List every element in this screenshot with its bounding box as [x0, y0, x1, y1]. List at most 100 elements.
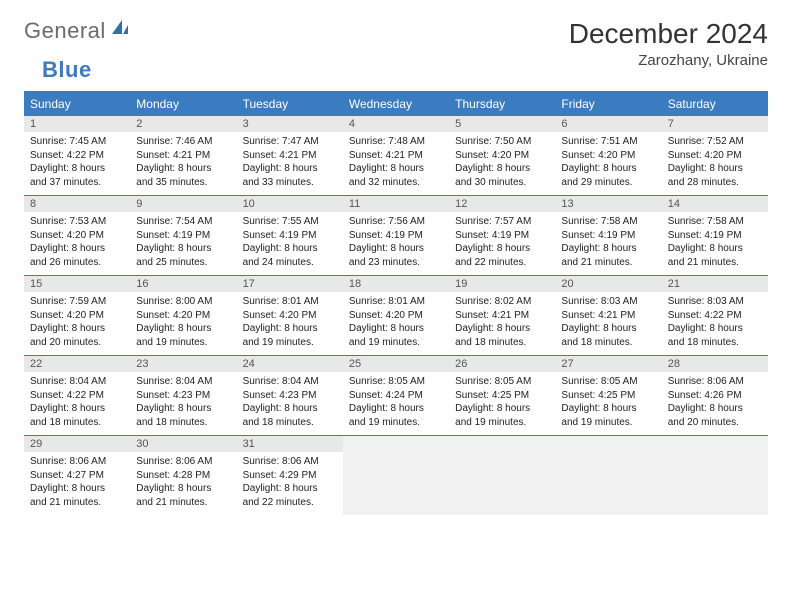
- day-cell: 23Sunrise: 8:04 AMSunset: 4:23 PMDayligh…: [130, 355, 236, 435]
- day-body: Sunrise: 8:04 AMSunset: 4:22 PMDaylight:…: [24, 372, 130, 435]
- day-body: Sunrise: 7:54 AMSunset: 4:19 PMDaylight:…: [130, 212, 236, 275]
- empty-cell: [662, 435, 768, 515]
- day-cell: 8Sunrise: 7:53 AMSunset: 4:20 PMDaylight…: [24, 195, 130, 275]
- day-body: Sunrise: 7:48 AMSunset: 4:21 PMDaylight:…: [343, 132, 449, 195]
- day-body: Sunrise: 7:56 AMSunset: 4:19 PMDaylight:…: [343, 212, 449, 275]
- day-body: Sunrise: 8:06 AMSunset: 4:26 PMDaylight:…: [662, 372, 768, 435]
- day-cell: 21Sunrise: 8:03 AMSunset: 4:22 PMDayligh…: [662, 275, 768, 355]
- day-header: Wednesday: [343, 93, 449, 115]
- day-number: 23: [130, 356, 236, 372]
- day-cell: 30Sunrise: 8:06 AMSunset: 4:28 PMDayligh…: [130, 435, 236, 515]
- day-cell: 9Sunrise: 7:54 AMSunset: 4:19 PMDaylight…: [130, 195, 236, 275]
- day-number: 6: [555, 116, 661, 132]
- day-cell: 1Sunrise: 7:45 AMSunset: 4:22 PMDaylight…: [24, 115, 130, 195]
- day-number: 24: [237, 356, 343, 372]
- day-body: Sunrise: 8:01 AMSunset: 4:20 PMDaylight:…: [237, 292, 343, 355]
- day-cell: 20Sunrise: 8:03 AMSunset: 4:21 PMDayligh…: [555, 275, 661, 355]
- logo-text-gray: General: [24, 18, 106, 44]
- day-cell: 7Sunrise: 7:52 AMSunset: 4:20 PMDaylight…: [662, 115, 768, 195]
- day-cell: 3Sunrise: 7:47 AMSunset: 4:21 PMDaylight…: [237, 115, 343, 195]
- day-number: 3: [237, 116, 343, 132]
- day-body: Sunrise: 8:06 AMSunset: 4:27 PMDaylight:…: [24, 452, 130, 515]
- day-number: 29: [24, 436, 130, 452]
- day-cell: 14Sunrise: 7:58 AMSunset: 4:19 PMDayligh…: [662, 195, 768, 275]
- day-number: 30: [130, 436, 236, 452]
- day-cell: 2Sunrise: 7:46 AMSunset: 4:21 PMDaylight…: [130, 115, 236, 195]
- day-body: Sunrise: 8:05 AMSunset: 4:24 PMDaylight:…: [343, 372, 449, 435]
- day-body: Sunrise: 7:52 AMSunset: 4:20 PMDaylight:…: [662, 132, 768, 195]
- day-body: Sunrise: 8:04 AMSunset: 4:23 PMDaylight:…: [130, 372, 236, 435]
- day-number: 16: [130, 276, 236, 292]
- day-header: Saturday: [662, 93, 768, 115]
- day-cell: 24Sunrise: 8:04 AMSunset: 4:23 PMDayligh…: [237, 355, 343, 435]
- day-cell: 31Sunrise: 8:06 AMSunset: 4:29 PMDayligh…: [237, 435, 343, 515]
- day-number: 13: [555, 196, 661, 212]
- day-body: Sunrise: 8:05 AMSunset: 4:25 PMDaylight:…: [449, 372, 555, 435]
- day-body: Sunrise: 7:51 AMSunset: 4:20 PMDaylight:…: [555, 132, 661, 195]
- day-body: Sunrise: 8:01 AMSunset: 4:20 PMDaylight:…: [343, 292, 449, 355]
- day-cell: 25Sunrise: 8:05 AMSunset: 4:24 PMDayligh…: [343, 355, 449, 435]
- day-number: 2: [130, 116, 236, 132]
- day-number: 5: [449, 116, 555, 132]
- day-body: Sunrise: 7:57 AMSunset: 4:19 PMDaylight:…: [449, 212, 555, 275]
- title-block: December 2024 Zarozhany, Ukraine: [569, 18, 768, 69]
- empty-cell: [555, 435, 661, 515]
- day-body: Sunrise: 8:05 AMSunset: 4:25 PMDaylight:…: [555, 372, 661, 435]
- day-body: Sunrise: 8:03 AMSunset: 4:22 PMDaylight:…: [662, 292, 768, 355]
- day-number: 7: [662, 116, 768, 132]
- day-cell: 15Sunrise: 7:59 AMSunset: 4:20 PMDayligh…: [24, 275, 130, 355]
- day-body: Sunrise: 8:06 AMSunset: 4:28 PMDaylight:…: [130, 452, 236, 515]
- day-number: 14: [662, 196, 768, 212]
- day-cell: 12Sunrise: 7:57 AMSunset: 4:19 PMDayligh…: [449, 195, 555, 275]
- day-body: Sunrise: 7:59 AMSunset: 4:20 PMDaylight:…: [24, 292, 130, 355]
- empty-cell: [343, 435, 449, 515]
- day-body: Sunrise: 8:00 AMSunset: 4:20 PMDaylight:…: [130, 292, 236, 355]
- day-header: Monday: [130, 93, 236, 115]
- day-cell: 16Sunrise: 8:00 AMSunset: 4:20 PMDayligh…: [130, 275, 236, 355]
- day-cell: 28Sunrise: 8:06 AMSunset: 4:26 PMDayligh…: [662, 355, 768, 435]
- day-cell: 18Sunrise: 8:01 AMSunset: 4:20 PMDayligh…: [343, 275, 449, 355]
- empty-cell: [449, 435, 555, 515]
- day-body: Sunrise: 7:58 AMSunset: 4:19 PMDaylight:…: [555, 212, 661, 275]
- month-title: December 2024: [569, 18, 768, 50]
- location: Zarozhany, Ukraine: [569, 52, 768, 69]
- day-cell: 6Sunrise: 7:51 AMSunset: 4:20 PMDaylight…: [555, 115, 661, 195]
- day-number: 19: [449, 276, 555, 292]
- day-cell: 27Sunrise: 8:05 AMSunset: 4:25 PMDayligh…: [555, 355, 661, 435]
- day-cell: 17Sunrise: 8:01 AMSunset: 4:20 PMDayligh…: [237, 275, 343, 355]
- day-body: Sunrise: 8:04 AMSunset: 4:23 PMDaylight:…: [237, 372, 343, 435]
- calendar-grid: SundayMondayTuesdayWednesdayThursdayFrid…: [24, 91, 768, 515]
- day-cell: 29Sunrise: 8:06 AMSunset: 4:27 PMDayligh…: [24, 435, 130, 515]
- day-number: 28: [662, 356, 768, 372]
- day-cell: 13Sunrise: 7:58 AMSunset: 4:19 PMDayligh…: [555, 195, 661, 275]
- day-number: 22: [24, 356, 130, 372]
- day-number: 25: [343, 356, 449, 372]
- day-cell: 10Sunrise: 7:55 AMSunset: 4:19 PMDayligh…: [237, 195, 343, 275]
- day-body: Sunrise: 7:55 AMSunset: 4:19 PMDaylight:…: [237, 212, 343, 275]
- day-cell: 11Sunrise: 7:56 AMSunset: 4:19 PMDayligh…: [343, 195, 449, 275]
- day-number: 1: [24, 116, 130, 132]
- day-body: Sunrise: 7:46 AMSunset: 4:21 PMDaylight:…: [130, 132, 236, 195]
- day-cell: 5Sunrise: 7:50 AMSunset: 4:20 PMDaylight…: [449, 115, 555, 195]
- logo-text-blue: Blue: [42, 57, 92, 83]
- logo: General: [24, 18, 132, 44]
- day-header: Tuesday: [237, 93, 343, 115]
- day-cell: 4Sunrise: 7:48 AMSunset: 4:21 PMDaylight…: [343, 115, 449, 195]
- day-number: 12: [449, 196, 555, 212]
- day-number: 21: [662, 276, 768, 292]
- day-number: 17: [237, 276, 343, 292]
- day-number: 27: [555, 356, 661, 372]
- day-number: 18: [343, 276, 449, 292]
- day-number: 15: [24, 276, 130, 292]
- day-body: Sunrise: 8:06 AMSunset: 4:29 PMDaylight:…: [237, 452, 343, 515]
- day-body: Sunrise: 7:58 AMSunset: 4:19 PMDaylight:…: [662, 212, 768, 275]
- day-header: Sunday: [24, 93, 130, 115]
- day-number: 11: [343, 196, 449, 212]
- day-number: 9: [130, 196, 236, 212]
- day-number: 4: [343, 116, 449, 132]
- logo-sail-icon: [110, 18, 130, 41]
- day-body: Sunrise: 8:03 AMSunset: 4:21 PMDaylight:…: [555, 292, 661, 355]
- day-cell: 19Sunrise: 8:02 AMSunset: 4:21 PMDayligh…: [449, 275, 555, 355]
- day-cell: 22Sunrise: 8:04 AMSunset: 4:22 PMDayligh…: [24, 355, 130, 435]
- day-body: Sunrise: 8:02 AMSunset: 4:21 PMDaylight:…: [449, 292, 555, 355]
